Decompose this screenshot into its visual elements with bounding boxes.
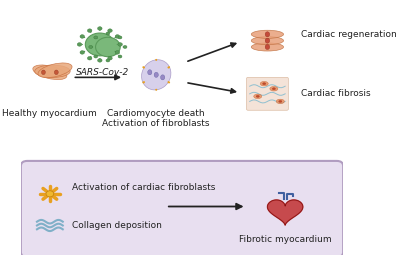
Ellipse shape	[42, 70, 45, 74]
Ellipse shape	[256, 95, 259, 97]
Circle shape	[118, 55, 122, 58]
Circle shape	[108, 29, 112, 33]
Ellipse shape	[38, 63, 72, 78]
Text: SARS-Cov-2: SARS-Cov-2	[76, 69, 130, 78]
Ellipse shape	[270, 87, 278, 91]
Ellipse shape	[142, 60, 171, 90]
Ellipse shape	[160, 75, 165, 80]
Circle shape	[118, 36, 122, 39]
Circle shape	[80, 51, 84, 54]
Ellipse shape	[148, 70, 152, 75]
Circle shape	[80, 35, 84, 38]
Circle shape	[94, 55, 98, 58]
Circle shape	[115, 51, 120, 54]
Text: Cardiac regeneration: Cardiac regeneration	[301, 30, 397, 39]
Ellipse shape	[262, 83, 266, 85]
Circle shape	[88, 57, 92, 60]
Ellipse shape	[276, 99, 284, 104]
Circle shape	[123, 46, 127, 48]
Ellipse shape	[254, 94, 262, 99]
Circle shape	[118, 43, 122, 46]
Text: Fibrotic myocardium: Fibrotic myocardium	[239, 236, 332, 244]
Circle shape	[96, 37, 120, 57]
FancyBboxPatch shape	[246, 77, 288, 110]
Ellipse shape	[272, 88, 276, 90]
Ellipse shape	[265, 38, 270, 43]
Ellipse shape	[35, 65, 70, 78]
FancyBboxPatch shape	[21, 161, 343, 256]
Ellipse shape	[154, 72, 158, 77]
Circle shape	[46, 191, 54, 197]
Text: Activation of cardiac fibroblasts: Activation of cardiac fibroblasts	[72, 183, 216, 192]
Circle shape	[89, 46, 93, 48]
Ellipse shape	[251, 30, 284, 38]
Circle shape	[106, 59, 110, 62]
Circle shape	[77, 43, 82, 46]
Ellipse shape	[54, 70, 58, 74]
Ellipse shape	[251, 43, 284, 51]
Polygon shape	[268, 200, 303, 225]
Ellipse shape	[265, 32, 270, 37]
Ellipse shape	[265, 45, 270, 49]
Circle shape	[108, 57, 112, 60]
Ellipse shape	[279, 100, 282, 102]
Text: Cardiac fibrosis: Cardiac fibrosis	[301, 89, 371, 98]
Text: Cardiomyocyte death
Activation of fibroblasts: Cardiomyocyte death Activation of fibrob…	[102, 109, 210, 129]
Circle shape	[98, 27, 102, 30]
Circle shape	[94, 36, 98, 39]
Text: Healthy myocardium: Healthy myocardium	[2, 109, 97, 118]
Ellipse shape	[33, 65, 67, 80]
Circle shape	[88, 29, 92, 33]
Text: Collagen deposition: Collagen deposition	[72, 221, 162, 230]
Circle shape	[85, 33, 114, 56]
Ellipse shape	[251, 37, 284, 45]
Ellipse shape	[260, 81, 268, 86]
Circle shape	[98, 59, 102, 62]
Circle shape	[106, 32, 110, 35]
Circle shape	[115, 35, 120, 38]
